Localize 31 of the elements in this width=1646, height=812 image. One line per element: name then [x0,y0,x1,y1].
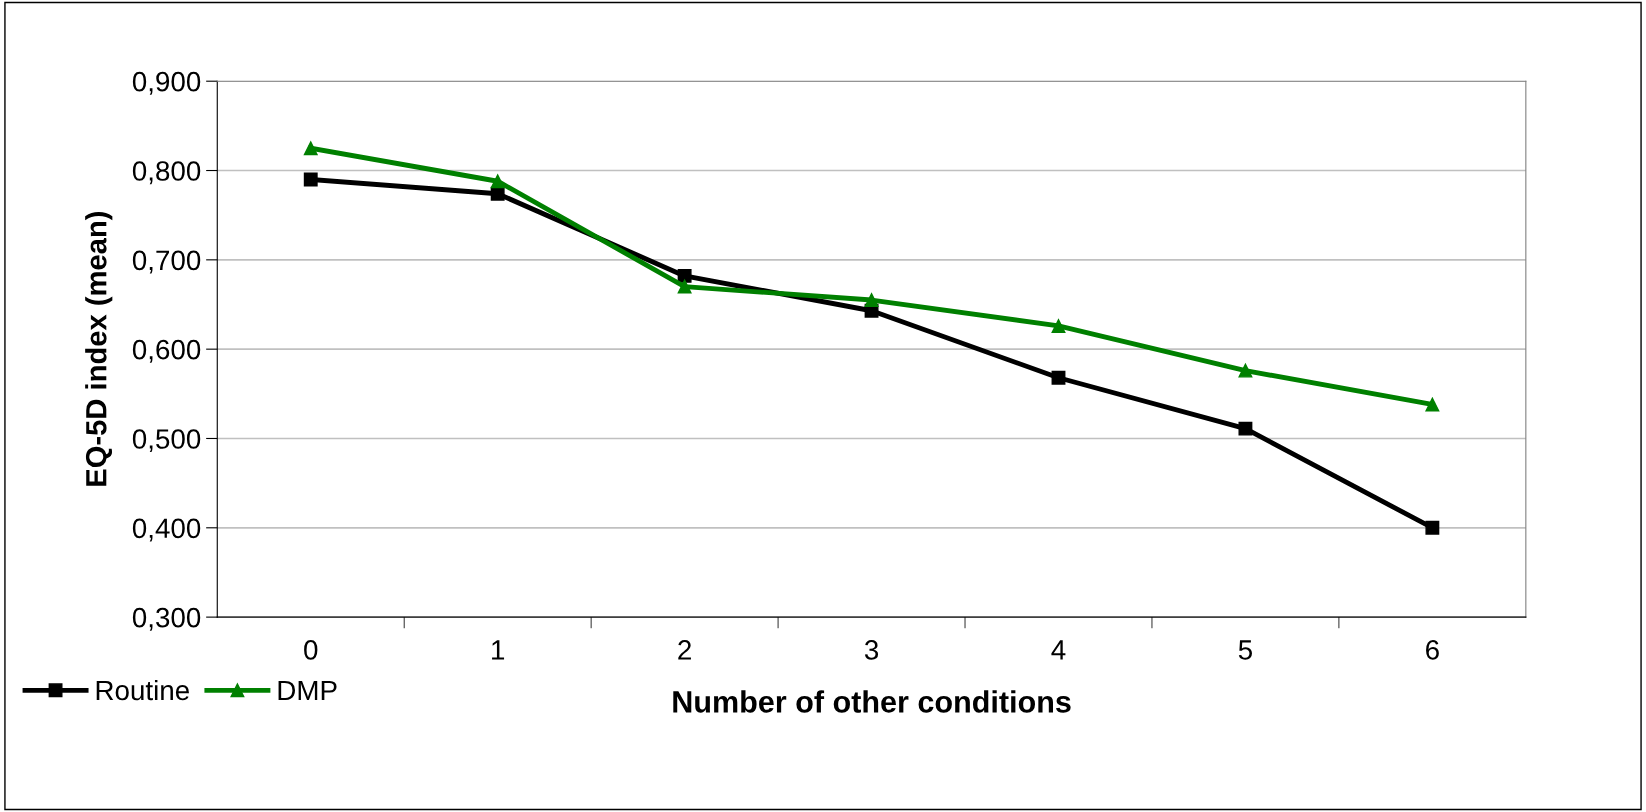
y-tick-label: 0,600 [132,339,201,363]
x-tick-label: 2 [678,640,691,660]
point [303,172,318,187]
x-axis-title: Number of other conditions [673,690,1071,713]
point [303,141,318,156]
x-tick-label: 4 [1051,640,1066,660]
x-tick-label: 5 [1238,640,1252,660]
point [1425,520,1440,535]
y-tick-label: 0,400 [132,518,201,542]
point [1425,397,1440,412]
point [1051,370,1066,385]
point [1051,318,1066,333]
x-tick-label: 6 [1426,640,1439,660]
y-tick-label: 0,800 [132,161,201,185]
x-tick-label: 0 [304,640,318,660]
legend-label: DMP [278,680,337,701]
y-axis-title: EQ-5D index (mean) [85,212,113,486]
y-tick-label: 0,300 [132,607,201,631]
y-tick-label: 0,500 [132,429,201,453]
x-tick-label: 3 [864,640,879,660]
point [1238,363,1253,378]
legend-label: Routine [96,679,189,701]
point [677,268,692,283]
x-tick-label: 1 [492,640,505,660]
point [1238,421,1253,436]
point [490,186,505,201]
y-tick-label: 0,900 [132,71,201,95]
point [490,174,505,189]
point [677,279,692,294]
y-tick-label: 0,700 [132,250,201,274]
point [864,293,879,307]
